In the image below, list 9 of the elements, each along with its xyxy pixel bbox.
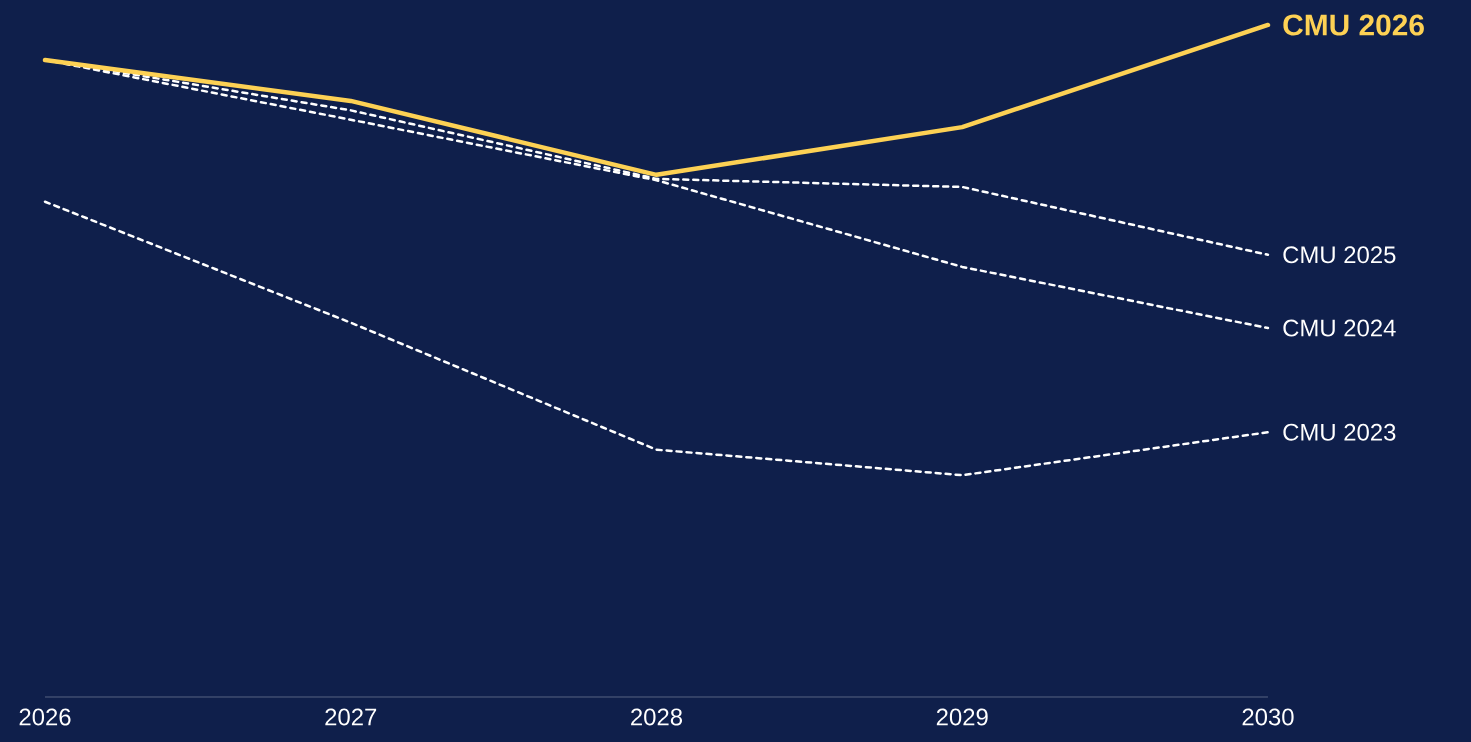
series-label: CMU 2023: [1283, 423, 1396, 441]
series-label: CMU 2024: [1283, 319, 1396, 337]
series-label: CMU 2025: [1283, 246, 1396, 264]
x-tick-label: 2027: [325, 708, 377, 726]
x-tick-label: 2026: [19, 708, 71, 726]
x-tick-label: 2028: [631, 708, 683, 726]
series-label: CMU 2026: [1283, 14, 1424, 36]
x-tick-label: 2029: [936, 708, 988, 726]
x-tick-label: 2030: [1242, 708, 1294, 726]
